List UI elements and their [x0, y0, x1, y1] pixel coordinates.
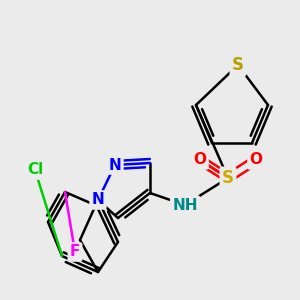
Text: S: S: [232, 56, 244, 74]
Text: N: N: [92, 193, 104, 208]
Text: O: O: [250, 152, 262, 167]
Text: F: F: [70, 244, 80, 260]
Text: S: S: [222, 169, 234, 187]
Text: O: O: [194, 152, 206, 167]
Text: NH: NH: [172, 197, 198, 212]
Text: Cl: Cl: [27, 163, 43, 178]
Text: N: N: [109, 158, 122, 172]
